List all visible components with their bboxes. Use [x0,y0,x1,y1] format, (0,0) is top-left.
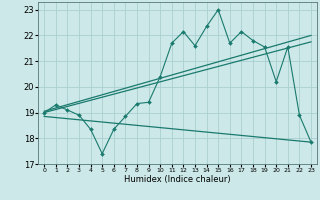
X-axis label: Humidex (Indice chaleur): Humidex (Indice chaleur) [124,175,231,184]
